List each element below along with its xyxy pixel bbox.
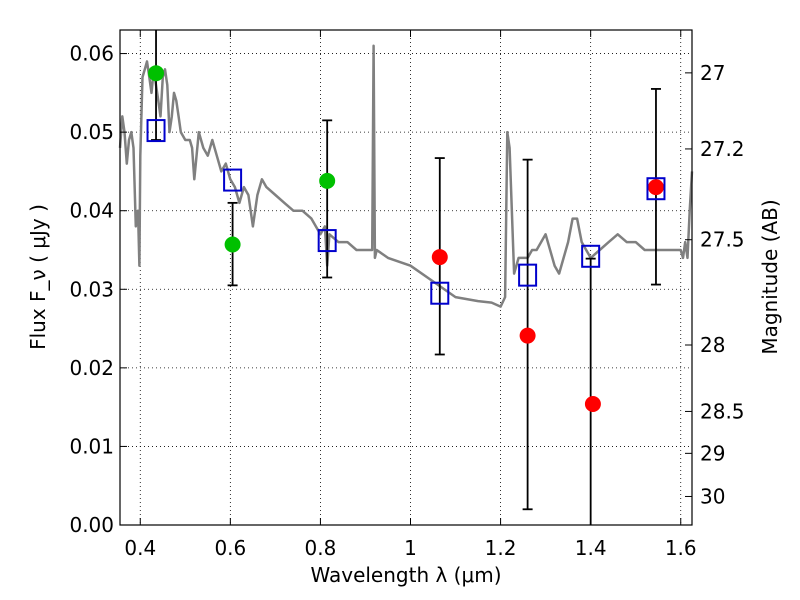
green-circle-point xyxy=(224,236,241,253)
x-tick-label: 0.4 xyxy=(124,536,156,560)
y2-tick-label: 27.5 xyxy=(700,228,745,252)
x-tick-label: 1.6 xyxy=(665,536,697,560)
red-circle-point xyxy=(519,327,536,344)
plot-frame xyxy=(119,29,693,526)
model-square-point xyxy=(581,244,601,268)
x-tick-label: 1.4 xyxy=(575,536,607,560)
model-square-point xyxy=(518,263,538,287)
y-tick-label: 0.06 xyxy=(69,42,114,66)
model-square-point xyxy=(317,229,337,253)
green-circle-point xyxy=(319,172,336,189)
y2-tick-label: 27.2 xyxy=(700,137,745,161)
x-tick-label: 0.8 xyxy=(305,536,337,560)
markers-group xyxy=(146,65,666,412)
model-square-point xyxy=(430,281,450,305)
y2-axis-title: Magnitude (AB) xyxy=(758,199,782,354)
y2-tick-label: 29 xyxy=(700,441,725,465)
template-spectrum-line xyxy=(118,44,694,308)
x-tick-label: 1 xyxy=(404,536,417,560)
tick-labels-group: 0.4 0.6 0.8 1 1.2 1.4 1.6 0.00 0.01 0.02 0.03 0.04 0… xyxy=(69,42,744,560)
model-square-point xyxy=(146,119,166,143)
x-axis-title: Wavelength λ (μm) xyxy=(310,563,501,587)
error-bars-group xyxy=(151,30,661,525)
y2-tick-label: 30 xyxy=(700,484,725,508)
red-circle-point xyxy=(647,179,664,196)
red-circle-point xyxy=(584,396,601,412)
plot-background xyxy=(120,30,692,525)
model-square-point xyxy=(646,177,666,201)
y2-tick-label: 27 xyxy=(700,61,725,85)
y-axis-title: Flux F_ν ( μJy ) xyxy=(26,204,50,350)
y-tick-label: 0.01 xyxy=(69,434,114,458)
green-circle-point xyxy=(148,65,165,82)
model-square-point xyxy=(223,168,243,192)
y-tick-label: 0.02 xyxy=(69,356,114,380)
x-tick-label: 1.2 xyxy=(485,536,517,560)
y2-tick-label: 28.5 xyxy=(700,399,745,423)
ticks-group xyxy=(120,30,692,526)
y-tick-label: 0.05 xyxy=(69,120,114,144)
template-spectrum-group xyxy=(118,44,694,308)
x-tick-label: 0.6 xyxy=(214,536,246,560)
y-tick-label: 0.04 xyxy=(69,199,114,223)
y-tick-label: 0.00 xyxy=(69,513,114,537)
y2-tick-label: 28 xyxy=(700,333,725,357)
y-tick-label: 0.03 xyxy=(69,277,114,301)
red-circle-point xyxy=(431,249,448,266)
